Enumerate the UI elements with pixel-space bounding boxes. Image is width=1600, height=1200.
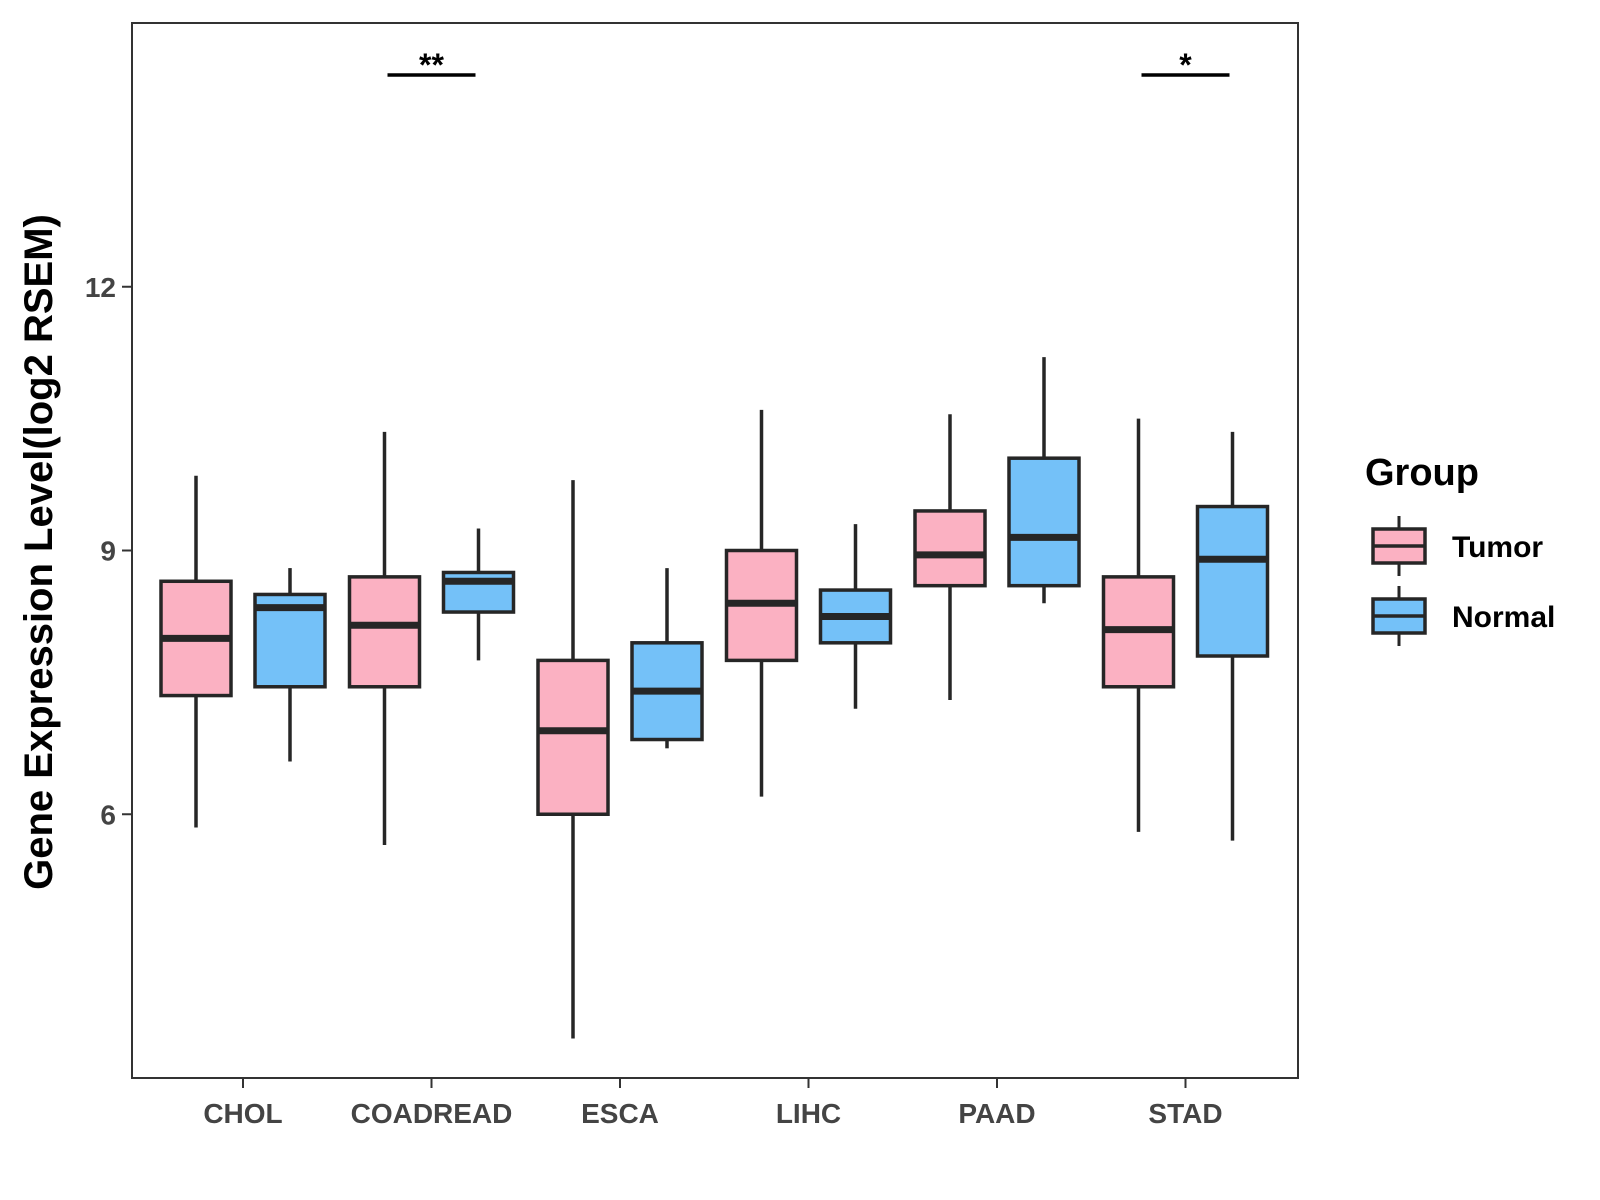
x-tick-label: PAAD [958, 1098, 1035, 1129]
legend: Group Tumor Normal [1365, 452, 1555, 646]
y-tick-label: 6 [100, 799, 116, 830]
box-normal-stad [1195, 431, 1270, 841]
significance-label: ** [419, 47, 444, 83]
box-tumor-coadread [347, 431, 422, 846]
box-tumor-lihc [724, 409, 799, 797]
box-normal-paad [1007, 357, 1081, 604]
x-tick-label: CHOL [203, 1098, 282, 1129]
x-tick-label: LIHC [776, 1098, 841, 1129]
box-tumor-stad [1101, 418, 1176, 832]
box-tumor-paad [913, 414, 987, 700]
box-body [913, 509, 987, 588]
legend-entry-normal: Normal [1371, 586, 1555, 646]
box-tumor-esca [536, 480, 610, 1039]
box-normal-chol [253, 568, 327, 762]
box-body [347, 575, 422, 689]
y-tick-label: 12 [85, 272, 116, 303]
y-tick-label: 9 [100, 536, 116, 567]
x-tick-label: COADREAD [351, 1098, 513, 1129]
y-axis-title: Gene Expression Level(log2 RSEM) [17, 214, 61, 890]
plot-panel [131, 22, 1299, 1079]
significance-coadread: ** [387, 47, 476, 83]
box-normal-esca [630, 568, 704, 749]
x-tick-label: STAD [1148, 1098, 1222, 1129]
box-normal-lihc [818, 524, 893, 709]
x-axis: CHOL COADREAD ESCA LIHC PAAD STAD [203, 1078, 1223, 1129]
y-axis: 6 9 12 [85, 272, 132, 830]
significance-stad: * [1141, 47, 1230, 83]
legend-entry-tumor: Tumor [1371, 516, 1543, 576]
box-body [536, 658, 610, 816]
box-body [1007, 456, 1081, 588]
x-tick-label: ESCA [581, 1098, 659, 1129]
legend-label: Tumor [1452, 531, 1543, 564]
box-series [159, 357, 1270, 1039]
significance-label: * [1179, 47, 1192, 83]
legend-label: Normal [1452, 601, 1555, 634]
legend-title: Group [1365, 452, 1479, 494]
box-normal-coadread [441, 528, 516, 661]
significance-annotations: ** * [387, 47, 1230, 83]
box-body [1195, 504, 1270, 658]
box-tumor-chol [159, 475, 233, 828]
